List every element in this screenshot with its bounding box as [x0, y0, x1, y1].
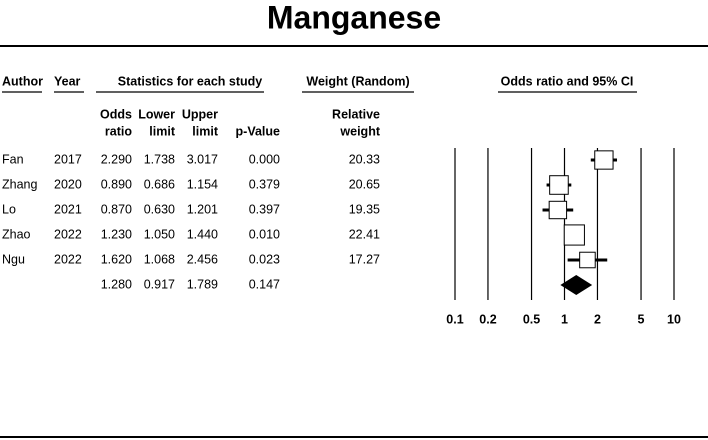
upper-limit: 1.201 [187, 202, 218, 216]
year: 2017 [54, 152, 82, 166]
weight: 17.27 [349, 252, 380, 266]
weight: 22.41 [349, 227, 380, 241]
upper-limit: 1.154 [187, 177, 218, 191]
lower-limit: 0.630 [144, 202, 175, 216]
odds-ratio: 0.870 [101, 202, 132, 216]
author: Ngu [2, 252, 25, 266]
chart-title: Manganese [267, 0, 441, 35]
x-tick-label: 5 [638, 312, 645, 326]
year: 2022 [54, 252, 82, 266]
odds-ratio: 1.280 [101, 277, 132, 291]
author: Fan [2, 152, 24, 166]
upper-limit: 1.789 [187, 277, 218, 291]
weight: 20.65 [349, 177, 380, 191]
year: 2020 [54, 177, 82, 191]
subheader: limit [149, 124, 176, 138]
p-value: 0.010 [249, 227, 280, 241]
subheader: Odds [100, 107, 132, 121]
odds-ratio: 2.290 [101, 152, 132, 166]
header: Year [54, 74, 81, 88]
odds-ratio: 1.620 [101, 252, 132, 266]
upper-limit: 3.017 [187, 152, 218, 166]
x-tick-label: 0.2 [479, 312, 496, 326]
subheader: ratio [105, 124, 132, 138]
author: Lo [2, 202, 16, 216]
summary-diamond [560, 275, 593, 295]
study-box [594, 150, 614, 170]
author: Zhang [2, 177, 37, 191]
upper-limit: 2.456 [187, 252, 218, 266]
lower-limit: 0.686 [144, 177, 175, 191]
x-tick-label: 0.1 [446, 312, 463, 326]
odds-ratio: 0.890 [101, 177, 132, 191]
year: 2021 [54, 202, 82, 216]
weight: 20.33 [349, 152, 380, 166]
subheader: Lower [138, 107, 175, 121]
study-box [549, 175, 569, 195]
upper-limit: 1.440 [187, 227, 218, 241]
subheader: p-Value [236, 124, 281, 138]
header: Weight (Random) [306, 74, 409, 88]
x-tick-label: 1 [561, 312, 568, 326]
p-value: 0.147 [249, 277, 280, 291]
subheader: weight [339, 124, 380, 138]
header: Odds ratio and 95% CI [501, 74, 634, 88]
study-box [563, 224, 585, 246]
odds-ratio: 1.230 [101, 227, 132, 241]
lower-limit: 0.917 [144, 277, 175, 291]
lower-limit: 1.068 [144, 252, 175, 266]
subheader: limit [192, 124, 219, 138]
subheader: Relative [332, 107, 380, 121]
author: Zhao [2, 227, 31, 241]
study-box [579, 251, 596, 269]
year: 2022 [54, 227, 82, 241]
p-value: 0.397 [249, 202, 280, 216]
subheader: Upper [182, 107, 218, 121]
lower-limit: 1.738 [144, 152, 175, 166]
x-tick-label: 10 [667, 312, 681, 326]
weight: 19.35 [349, 202, 380, 216]
x-tick-label: 2 [594, 312, 601, 326]
study-box [548, 200, 568, 220]
lower-limit: 1.050 [144, 227, 175, 241]
header: Author [2, 74, 43, 88]
x-tick-label: 0.5 [523, 312, 540, 326]
header: Statistics for each study [118, 74, 263, 88]
p-value: 0.023 [249, 252, 280, 266]
p-value: 0.000 [249, 152, 280, 166]
p-value: 0.379 [249, 177, 280, 191]
